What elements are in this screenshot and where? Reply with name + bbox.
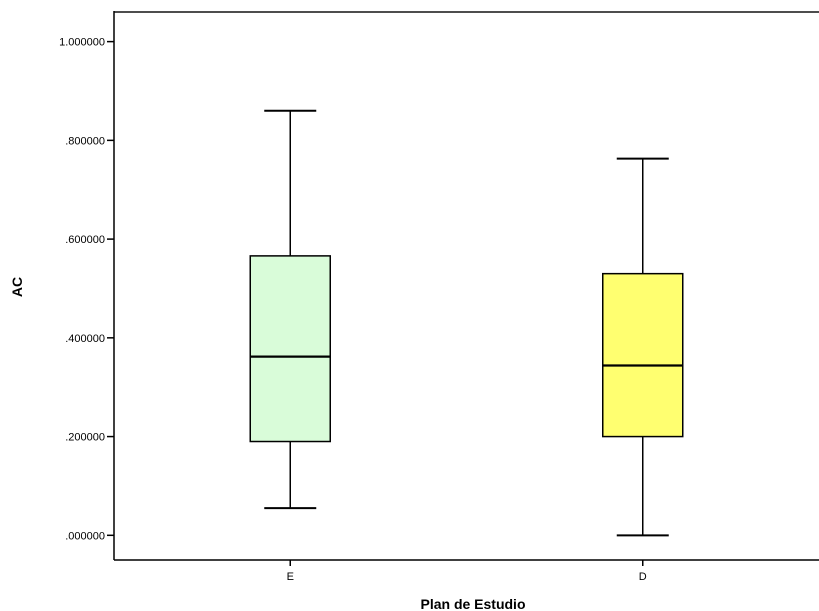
y-tick-label: .200000 <box>65 432 105 444</box>
box-D <box>602 157 684 537</box>
x-tick-label: D <box>639 571 647 583</box>
x-tick-label: E <box>287 571 294 583</box>
iqr-box <box>602 272 684 438</box>
y-tick-label: .000000 <box>65 530 105 542</box>
x-axis-title: Plan de Estudio <box>420 596 525 611</box>
y-tick-label: 1.000000 <box>59 37 105 49</box>
iqr-box <box>249 255 331 443</box>
y-tick-label: .600000 <box>65 234 105 246</box>
y-tick-label: .400000 <box>65 333 105 345</box>
box-E <box>249 109 331 510</box>
y-axis-title: AC <box>9 277 25 297</box>
y-tick-label: .800000 <box>65 135 105 147</box>
